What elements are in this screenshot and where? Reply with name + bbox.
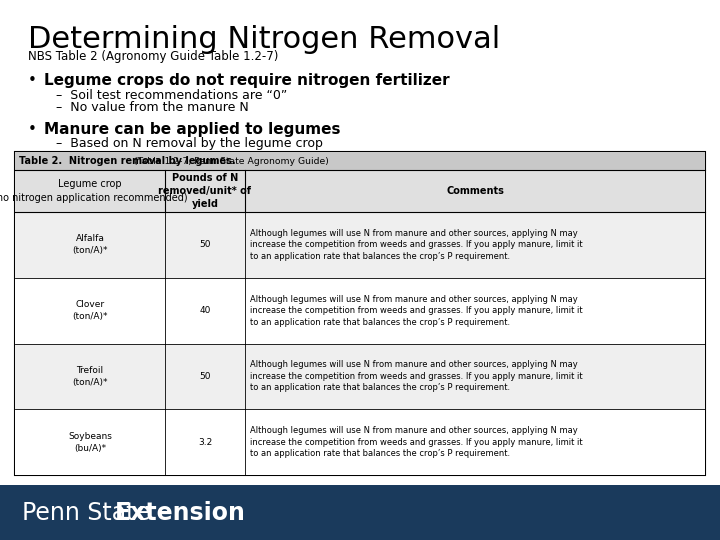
Text: NBS Table 2 (Agronomy Guide Table 1.2-7): NBS Table 2 (Agronomy Guide Table 1.2-7): [28, 50, 279, 63]
Bar: [15, 170, 705, 212]
Text: Pounds of N
removed/unit* of
yield: Pounds of N removed/unit* of yield: [158, 173, 251, 209]
Text: Although legumes will use N from manure and other sources, applying N may
increa: Although legumes will use N from manure …: [250, 360, 582, 393]
Text: •: •: [28, 122, 37, 137]
Text: Table 2.  Nitrogen removal by legumes.: Table 2. Nitrogen removal by legumes.: [19, 156, 235, 166]
Text: Determining Nitrogen Removal: Determining Nitrogen Removal: [28, 25, 500, 54]
Text: 50: 50: [199, 240, 211, 249]
Text: –  Soil test recommendations are “0”: – Soil test recommendations are “0”: [56, 89, 287, 102]
Text: Legume crop
(no nitrogen application recommended): Legume crop (no nitrogen application rec…: [0, 179, 187, 202]
Bar: [15, 212, 705, 278]
Text: –  Based on N removal by the legume crop: – Based on N removal by the legume crop: [56, 137, 323, 150]
Text: Legume crops do not require nitrogen fertilizer: Legume crops do not require nitrogen fer…: [44, 73, 449, 88]
Text: 40: 40: [199, 306, 211, 315]
Text: Manure can be applied to legumes: Manure can be applied to legumes: [44, 122, 341, 137]
Text: Trefoil
(ton/A)*: Trefoil (ton/A)*: [72, 366, 108, 387]
Bar: [15, 278, 705, 343]
Text: Although legumes will use N from manure and other sources, applying N may
increa: Although legumes will use N from manure …: [250, 295, 582, 327]
Text: Extension: Extension: [115, 501, 246, 524]
Text: 50: 50: [199, 372, 211, 381]
Text: Alfalfa
(ton/A)*: Alfalfa (ton/A)*: [72, 234, 108, 255]
Text: Although legumes will use N from manure and other sources, applying N may
increa: Although legumes will use N from manure …: [250, 426, 582, 458]
Text: Comments: Comments: [446, 186, 504, 196]
Text: (Table 1.2-7, Penn State Agronomy Guide): (Table 1.2-7, Penn State Agronomy Guide): [131, 157, 329, 165]
Bar: [15, 343, 705, 409]
Text: Although legumes will use N from manure and other sources, applying N may
increa: Although legumes will use N from manure …: [250, 229, 582, 261]
Text: Clover
(ton/A)*: Clover (ton/A)*: [72, 300, 108, 321]
Bar: [15, 409, 705, 475]
Text: Penn State: Penn State: [22, 501, 158, 524]
Bar: [15, 152, 705, 170]
Text: Soybeans
(bu/A)*: Soybeans (bu/A)*: [68, 431, 112, 453]
Bar: [0, 485, 720, 540]
Text: 3.2: 3.2: [198, 437, 212, 447]
Text: –  No value from the manure N: – No value from the manure N: [56, 101, 248, 114]
Bar: [15, 152, 705, 475]
Text: •: •: [28, 73, 37, 88]
